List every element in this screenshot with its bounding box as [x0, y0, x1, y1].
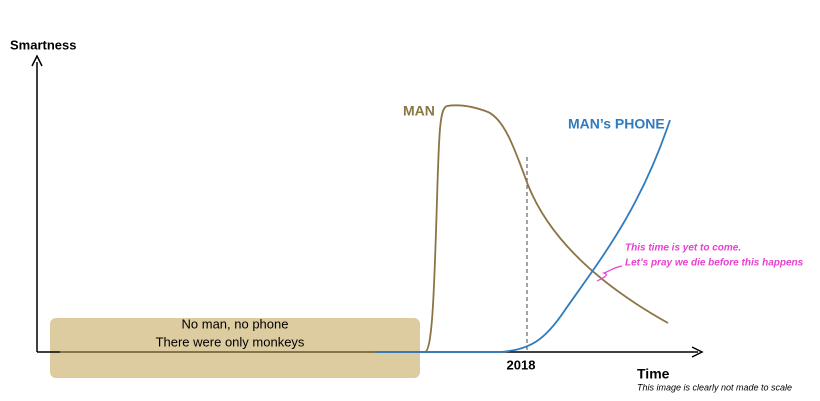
marker-label: 2018 [507, 357, 536, 372]
x-arrow [691, 346, 704, 358]
note-text: Let’s pray we die before this happens [625, 258, 804, 269]
era-box [50, 318, 420, 378]
man-curve [60, 104, 669, 353]
note-text: This time is yet to come. [625, 243, 741, 254]
man-label: MAN [403, 103, 435, 119]
x-label: Time [637, 366, 670, 382]
note-arrow [596, 265, 623, 282]
phone-label: MAN’s PHONE [568, 116, 665, 132]
box-text: No man, no phone [182, 316, 289, 331]
phone-curve [375, 119, 671, 353]
box-text: There were only monkeys [156, 334, 305, 349]
footnote: This image is clearly not made to scale [637, 382, 792, 392]
y-arrow [31, 54, 43, 67]
y-label: Smartness [10, 37, 76, 52]
